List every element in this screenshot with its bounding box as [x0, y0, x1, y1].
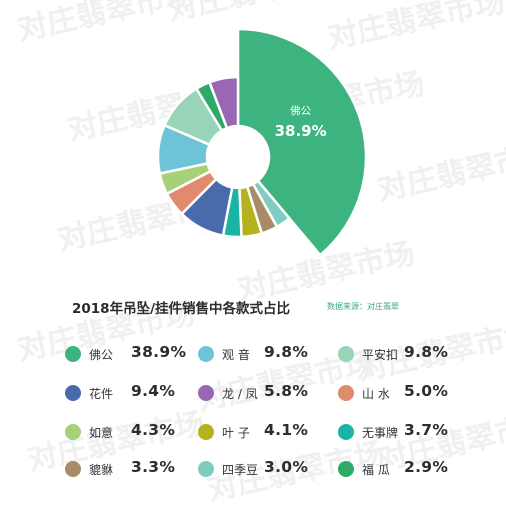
pie-slice-12 — [208, 75, 240, 130]
legend-swatch — [65, 424, 81, 440]
legend-label: 佛公 — [89, 348, 114, 362]
legend-value: 3.7% — [404, 421, 449, 439]
legend-label: 龙 / 凤 — [222, 387, 258, 401]
legend-value: 5.8% — [264, 382, 309, 400]
legend-label: 山 水 — [362, 387, 390, 401]
legend-value: 4.1% — [264, 421, 309, 439]
pie-slice-1 — [236, 27, 368, 257]
legend-value: 2.9% — [404, 458, 449, 476]
chart-title: 2018年吊坠/挂件销售中各款式占比 — [72, 301, 291, 317]
legend-label: 花件 — [89, 387, 114, 401]
legend-label: 福 瓜 — [362, 463, 390, 477]
legend-value: 3.0% — [264, 458, 309, 476]
legend-label: 如意 — [89, 426, 114, 440]
legend-swatch — [338, 424, 354, 440]
legend-swatch — [338, 346, 354, 362]
legend-swatch — [198, 461, 214, 477]
legend-label: 叶 子 — [222, 426, 250, 440]
legend-label: 无事牌 — [362, 426, 399, 440]
legend-label: 貔貅 — [89, 463, 114, 477]
slice-label-1: 佛公 — [290, 104, 311, 117]
legend-swatch — [198, 346, 214, 362]
legend-value: 9.8% — [264, 343, 309, 361]
legend-value: 5.0% — [404, 382, 449, 400]
legend-value: 4.3% — [131, 421, 176, 439]
legend-value: 3.3% — [131, 458, 176, 476]
legend-swatch — [65, 346, 81, 362]
legend-swatch — [338, 385, 354, 401]
legend-label: 观 音 — [222, 348, 250, 362]
legend-label: 四季豆 — [222, 463, 259, 477]
legend-label: 平安扣 — [362, 348, 399, 362]
legend-swatch — [198, 385, 214, 401]
legend-value: 38.9% — [131, 343, 187, 361]
legend-swatch — [65, 461, 81, 477]
legend-swatch — [338, 461, 354, 477]
legend-swatch — [65, 385, 81, 401]
slice-value-1: 38.9% — [275, 122, 327, 140]
chart-source: 数据来源：对庄翡翠 — [327, 302, 399, 311]
legend-swatch — [198, 424, 214, 440]
chart-title-row: 2018年吊坠/挂件销售中各款式占比 数据来源：对庄翡翠 — [72, 297, 492, 321]
legend-value: 9.8% — [404, 343, 449, 361]
donut-chart: 佛公 38.9% — [156, 27, 368, 257]
legend-value: 9.4% — [131, 382, 176, 400]
